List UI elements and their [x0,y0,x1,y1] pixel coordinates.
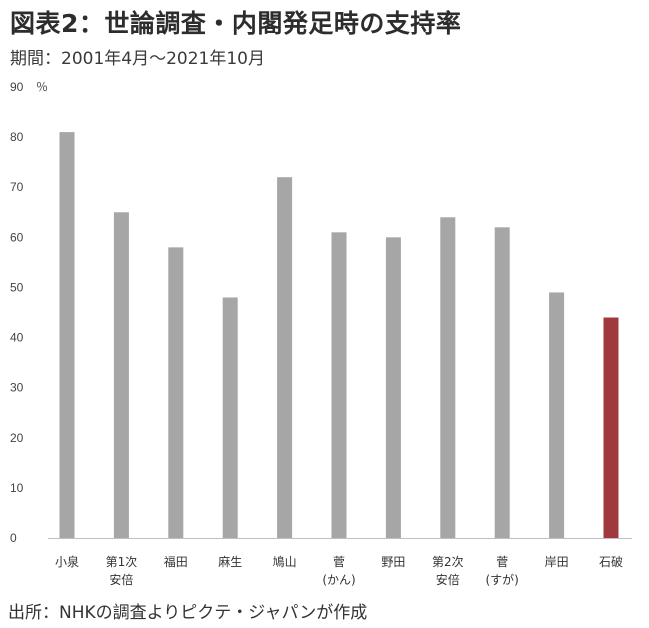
y-unit-label: ％ [36,80,48,94]
x-category-label-8-1: (すが) [486,572,519,587]
y-tick-label-50: 50 [10,280,24,294]
source-note: 出所：NHKの調査よりピクテ・ジャパンが作成 [8,603,368,623]
bar-9 [549,292,565,538]
bar-8 [494,227,510,539]
y-tick-label-90: 90 [10,80,24,94]
x-category-label-5-1: (かん) [322,573,355,587]
x-category-label-1-0: 第1次 [106,555,138,569]
x-category-label-0-0: 小泉 [55,555,79,569]
bar-1 [113,212,129,538]
bar-4 [277,177,293,538]
bar-10 [603,317,619,538]
y-tick-label-0: 0 [10,531,17,545]
x-category-label-9-0: 岸田 [545,555,569,569]
x-category-label-1-1: 安倍 [109,572,133,587]
chart-subtitle: 期間：2001年4月～2021年10月 [10,49,265,69]
x-category-label-3-0: 麻生 [218,554,242,569]
x-category-label-10-0: 石破 [599,554,623,569]
x-category-label-5-0: 菅 [333,555,345,569]
bar-7 [440,217,456,539]
x-category-label-7-1: 安倍 [436,572,460,587]
y-tick-label-60: 60 [10,230,24,244]
x-category-label-2-0: 福田 [164,554,188,569]
y-tick-label-70: 70 [10,180,24,194]
y-tick-label-10: 10 [10,481,24,495]
bar-2 [168,247,184,538]
x-category-label-4-0: 鳩山 [273,555,297,569]
y-tick-label-80: 80 [10,130,24,144]
chart-title: 図表2：世論調査・内閣発足時の支持率 [10,9,462,38]
y-tick-label-30: 30 [10,381,24,395]
y-tick-label-40: 40 [10,331,24,345]
x-category-label-7-0: 第2次 [432,555,464,569]
bar-5 [331,232,347,539]
bar-6 [385,237,401,539]
x-category-label-6-0: 野田 [381,555,405,569]
y-tick-label-20: 20 [10,431,24,445]
bar-0 [59,132,75,538]
x-category-label-8-0: 菅 [496,555,508,569]
bar-3 [222,297,238,538]
